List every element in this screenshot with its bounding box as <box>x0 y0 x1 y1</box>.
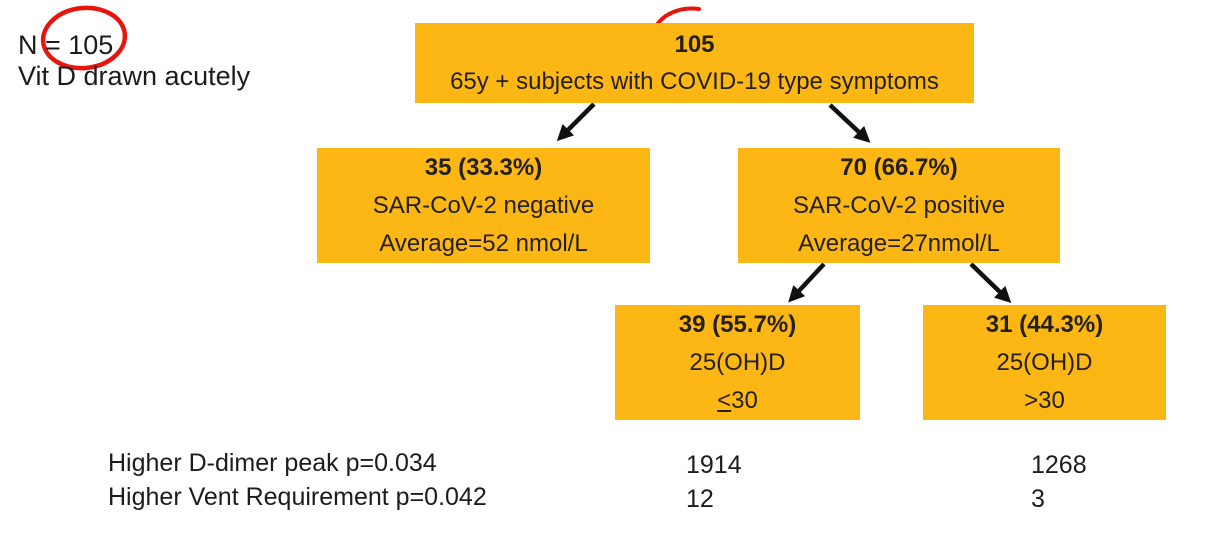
outcome-ddimer-low-group: 1914 <box>686 451 742 479</box>
node-low-count: 39 (55.7%) <box>678 310 797 338</box>
node-low-label: 25(OH)D <box>689 348 786 376</box>
threshold-value: 30 <box>731 386 758 414</box>
node-negative-average: Average=52 nmol/L <box>379 229 588 257</box>
node-negative-label: SAR-CoV-2 negative <box>372 191 595 219</box>
node-positive-average: Average=27nmol/L <box>798 229 1000 257</box>
node-negative-count: 35 (33.3%) <box>424 153 543 181</box>
node-25ohd-le-30: 39 (55.7%) 25(OH)D <30 <box>615 305 860 420</box>
node-high-count: 31 (44.3%) <box>985 310 1104 338</box>
node-25ohd-gt-30: 31 (44.3%) 25(OH)D >30 <box>923 305 1166 420</box>
arrow-positive-to-low <box>788 262 826 303</box>
outcome-vent-high-group: 3 <box>1031 485 1045 513</box>
node-sarscov2-positive: 70 (66.7%) SAR-CoV-2 positive Average=27… <box>738 148 1060 263</box>
arrow-root-to-positive <box>828 103 871 143</box>
node-low-threshold: <30 <box>717 382 758 420</box>
study-note: N = 105 Vit D drawn acutely <box>18 30 250 92</box>
node-root-label: 65y + subjects with COVID-19 type sympto… <box>450 68 939 95</box>
outcome-row-ddimer-label: Higher D-dimer peak p=0.034 <box>108 449 437 477</box>
note-sample-size: N = 105 <box>18 30 114 60</box>
outcome-vent-low-group: 12 <box>686 485 714 513</box>
node-root-count: 105 <box>674 31 715 58</box>
outcome-ddimer-high-group: 1268 <box>1031 451 1087 479</box>
less-equal-sign: < <box>717 386 732 414</box>
outcome-row-vent-label: Higher Vent Requirement p=0.042 <box>108 483 487 511</box>
node-root: 105 65y + subjects with COVID-19 type sy… <box>415 23 974 103</box>
node-positive-label: SAR-CoV-2 positive <box>792 191 1006 219</box>
note-vitd-timing: Vit D drawn acutely <box>18 61 251 91</box>
node-sarscov2-negative: 35 (33.3%) SAR-CoV-2 negative Average=52… <box>317 148 650 263</box>
node-positive-count: 70 (66.7%) <box>840 153 958 181</box>
node-high-threshold: >30 <box>1024 386 1065 414</box>
arrow-root-to-negative <box>556 102 596 142</box>
node-high-label: 25(OH)D <box>996 348 1093 376</box>
arrow-positive-to-high <box>969 262 1012 304</box>
